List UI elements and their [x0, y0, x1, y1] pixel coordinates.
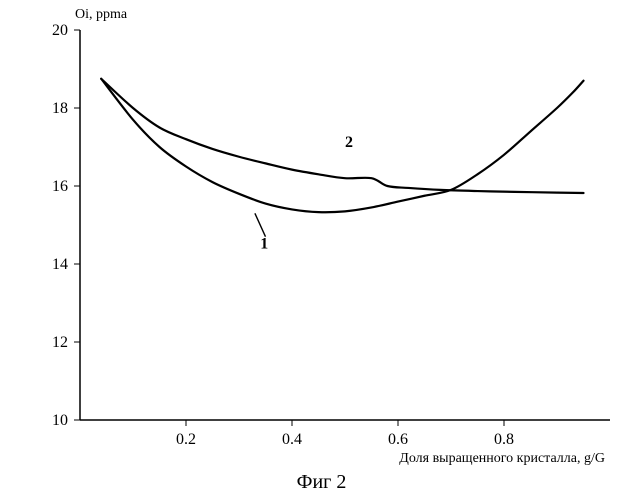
y-axis-label: Oi, ppma	[75, 7, 128, 22]
series-label-1: 1	[260, 235, 268, 252]
series-label-2: 2	[345, 134, 353, 151]
y-tick-label: 20	[52, 22, 68, 39]
x-tick-label: 0.6	[388, 431, 408, 448]
y-tick-label: 12	[52, 334, 68, 351]
y-tick-label: 14	[52, 256, 68, 273]
x-tick-label: 0.4	[282, 431, 302, 448]
oxygen-vs-fraction-chart: 1012141618200.20.40.60.8Oi, ppmaДоля выр…	[0, 0, 643, 500]
chart-bg	[0, 0, 643, 500]
figure-caption: Фиг 2	[297, 471, 347, 493]
x-tick-label: 0.2	[176, 431, 196, 448]
y-tick-label: 18	[52, 100, 68, 117]
y-tick-label: 10	[52, 412, 68, 429]
y-tick-label: 16	[52, 178, 68, 195]
x-axis-label: Доля выращенного кристалла, g/G	[399, 451, 605, 466]
chart-svg: 1012141618200.20.40.60.8Oi, ppmaДоля выр…	[0, 0, 643, 500]
x-tick-label: 0.8	[494, 431, 514, 448]
